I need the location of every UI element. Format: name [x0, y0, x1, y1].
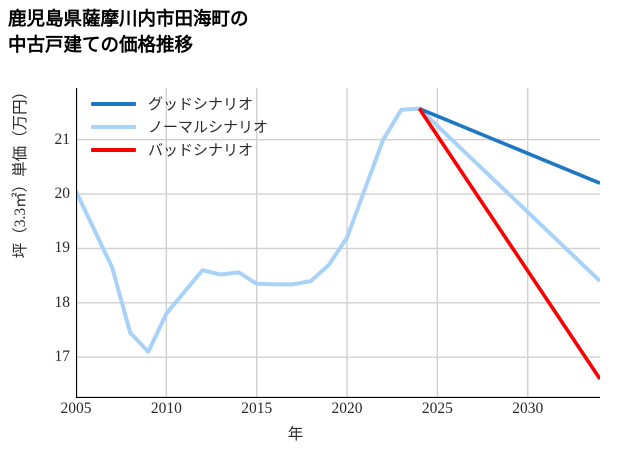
y-tick-label: 17 — [54, 348, 71, 366]
x-tick-label: 2025 — [421, 400, 453, 417]
y-tick-labels: 17 18 19 20 21 — [26, 88, 71, 398]
plot-area — [76, 88, 600, 398]
legend-item-label: バッドシナリオ — [148, 143, 254, 159]
legend-swatch-icon — [91, 147, 136, 152]
x-tick-label: 2010 — [150, 400, 182, 417]
x-tick-label: 2030 — [512, 400, 544, 417]
x-axis-label: 年 — [0, 422, 621, 444]
series-line — [417, 107, 600, 380]
x-tick-labels: 2005 2010 2015 2020 2025 2030 — [61, 400, 616, 424]
legend-swatch-icon — [91, 101, 136, 106]
y-tick-label: 21 — [54, 130, 71, 148]
gridlines — [76, 88, 600, 398]
legend-item: グッドシナリオ — [91, 92, 311, 115]
legend-item-label: ノーマルシナリオ — [148, 120, 269, 136]
x-axis-label-text: 年 — [287, 426, 304, 443]
legend-swatch-icon — [91, 124, 136, 129]
x-tick-label: 2015 — [241, 400, 273, 417]
legend-item: ノーマルシナリオ — [91, 115, 311, 138]
x-tick-label: 2005 — [60, 400, 92, 417]
plot-svg — [76, 88, 600, 398]
chart-title: 鹿児島県薩摩川内市田海町の 中古戸建ての価格推移 — [8, 8, 249, 56]
legend-item: バッドシナリオ — [91, 138, 311, 161]
y-tick-label: 19 — [54, 239, 71, 257]
y-tick-label: 20 — [54, 185, 71, 203]
chart-legend: グッドシナリオ ノーマルシナリオ バッドシナリオ — [91, 92, 311, 161]
data-series-layer — [76, 106, 600, 380]
y-axis-label: 坪（3.3㎡）単価（万円） — [12, 83, 29, 259]
series-line — [418, 107, 600, 185]
y-tick-label: 18 — [54, 293, 71, 311]
series-line — [76, 106, 600, 354]
x-tick-label: 2020 — [331, 400, 363, 417]
legend-item-label: グッドシナリオ — [148, 97, 254, 113]
